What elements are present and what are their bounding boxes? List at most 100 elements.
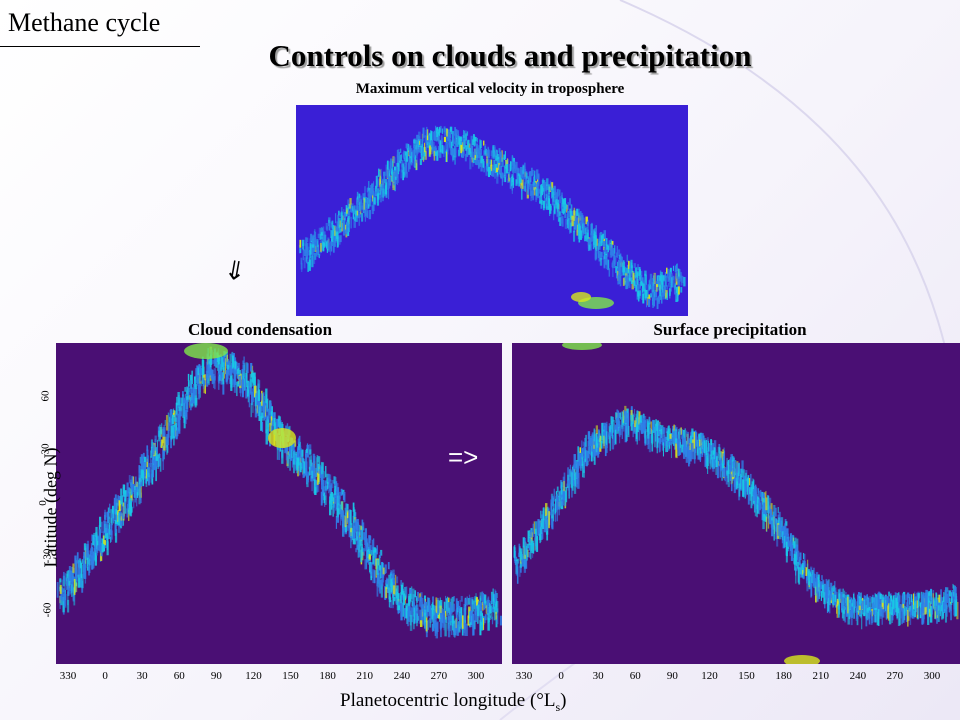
velocity-cell <box>516 173 518 180</box>
velocity-cell <box>612 266 614 278</box>
cloud-cell <box>427 619 429 630</box>
precip-cell <box>551 495 554 506</box>
cloud-cell <box>469 610 472 623</box>
cloud-cell <box>439 605 442 613</box>
precip-cell <box>525 542 527 560</box>
velocity-cell <box>529 171 532 183</box>
cloud-cell <box>489 602 491 614</box>
velocity-cell <box>333 237 336 247</box>
velocity-cell <box>470 135 473 146</box>
cloud-cell <box>202 360 205 373</box>
velocity-cell <box>380 168 382 180</box>
precip-cell <box>657 437 659 444</box>
velocity-cell <box>585 227 587 239</box>
cloud-cell <box>321 475 323 480</box>
cloud-cell <box>81 559 83 564</box>
cloud-cell <box>189 401 192 411</box>
cloud-cell <box>260 403 262 417</box>
precip-cell <box>793 553 796 565</box>
velocity-cell <box>359 195 362 208</box>
cloud-cell <box>113 497 116 514</box>
precip-cell <box>710 445 712 457</box>
velocity-cell <box>472 157 475 164</box>
velocity-cell <box>605 238 608 246</box>
velocity-cell <box>544 181 547 190</box>
cloud-cell <box>490 600 493 611</box>
cloud-cell <box>360 549 363 563</box>
precip-cell <box>828 595 831 614</box>
velocity-cell <box>549 204 551 217</box>
cloud-cell <box>145 472 148 487</box>
velocity-cell <box>343 211 346 221</box>
precip-cell <box>753 479 755 491</box>
precip-cell <box>581 448 584 458</box>
velocity-cell <box>529 184 531 190</box>
velocity-cell <box>600 252 603 260</box>
precip-cell <box>555 498 557 514</box>
velocity-cell <box>397 173 400 183</box>
precip-cell <box>929 607 932 614</box>
velocity-cell <box>324 234 327 247</box>
cloud-cell <box>94 553 97 566</box>
cloud-cell <box>114 523 117 534</box>
velocity-cell <box>434 145 437 152</box>
cloud-cell <box>468 594 471 602</box>
precip-cell <box>540 522 543 535</box>
velocity-cell <box>617 261 619 269</box>
cloud-cell <box>453 596 455 602</box>
cloud-cell <box>112 506 115 519</box>
cloud-cell <box>152 446 155 453</box>
cloud-cell <box>388 574 391 591</box>
velocity-cell <box>522 176 525 188</box>
precip-cell <box>910 594 913 603</box>
precip-cell <box>798 556 801 564</box>
velocity-cell <box>520 182 523 189</box>
cloud-cell <box>118 500 121 511</box>
cloud-cell <box>443 601 446 614</box>
precip-cell <box>778 511 781 522</box>
precip-cell <box>744 483 747 497</box>
velocity-cell <box>500 166 502 178</box>
cloud-cell <box>464 599 467 605</box>
precip-cell <box>606 431 608 445</box>
velocity-cell <box>334 225 337 237</box>
velocity-cell <box>557 209 560 219</box>
precip-cell <box>757 495 759 504</box>
cloud-cell <box>341 509 343 515</box>
velocity-plot-title: Maximum vertical velocity in troposphere <box>355 81 625 97</box>
cloud-cell <box>447 597 450 602</box>
precip-cell <box>681 435 684 445</box>
precip-cell <box>613 429 616 435</box>
velocity-cell <box>394 170 397 177</box>
velocity-cell <box>313 231 315 238</box>
cloud-cell <box>378 555 381 571</box>
precip-cell <box>842 605 845 621</box>
velocity-cell <box>396 173 399 185</box>
velocity-cell <box>454 129 458 138</box>
precip-cell <box>599 433 601 443</box>
cloud-cell <box>482 593 485 605</box>
velocity-cell <box>311 245 314 255</box>
cloud-cell <box>67 582 70 588</box>
cloud-cell <box>377 568 380 574</box>
cloud-cell <box>213 359 216 367</box>
velocity-cell <box>595 225 597 234</box>
cloud-cell <box>422 609 424 625</box>
cloud-cell <box>72 576 75 582</box>
precip-cell <box>679 430 681 441</box>
velocity-cell <box>364 209 366 218</box>
precip-cell <box>606 421 608 433</box>
precip-cell <box>725 467 728 485</box>
precip-cell <box>587 431 591 440</box>
precip-cell <box>926 597 929 614</box>
precip-cell <box>640 427 644 434</box>
velocity-cell <box>569 221 571 233</box>
cloud-cell <box>146 458 148 468</box>
precip-cell <box>749 487 751 495</box>
velocity-cell <box>587 229 590 240</box>
cloud-cell <box>437 600 439 615</box>
velocity-cell <box>665 289 668 298</box>
velocity-cell <box>557 199 559 211</box>
cloud-cell <box>269 422 272 432</box>
cloud-cell <box>241 382 244 393</box>
